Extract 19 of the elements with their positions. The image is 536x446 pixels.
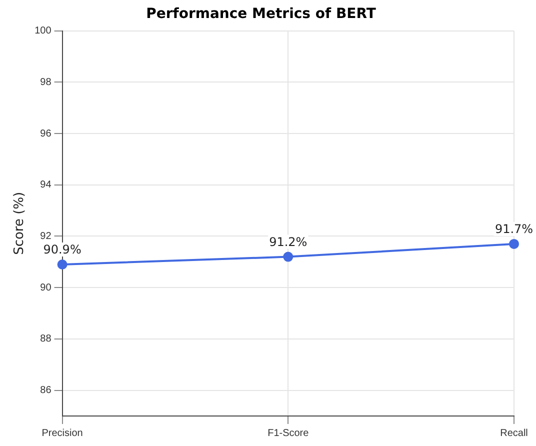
- y-tick-label: 100: [34, 26, 52, 37]
- y-tick-label: 92: [40, 230, 52, 242]
- x-tick-label: Recall: [500, 428, 528, 439]
- data-label: 90.9%: [43, 242, 82, 257]
- y-tick-label: 86: [40, 385, 52, 396]
- chart-title: Performance Metrics of BERT: [146, 6, 376, 22]
- x-tick-label: F1-Score: [268, 428, 310, 439]
- y-tick-label: 90: [40, 282, 52, 294]
- point: [283, 252, 294, 262]
- point: [509, 238, 519, 249]
- x-tick-label: Precision: [42, 428, 83, 439]
- data-label: 91.2%: [269, 234, 308, 249]
- point: [57, 259, 68, 270]
- y-tick-label: 98: [40, 76, 52, 88]
- y-tick-label: 94: [40, 180, 52, 191]
- data-label: 91.7%: [494, 222, 534, 236]
- y-axis-title: Score (%): [12, 192, 28, 255]
- y-tick-label: 88: [40, 334, 52, 345]
- y-tick-label: 96: [40, 128, 52, 140]
